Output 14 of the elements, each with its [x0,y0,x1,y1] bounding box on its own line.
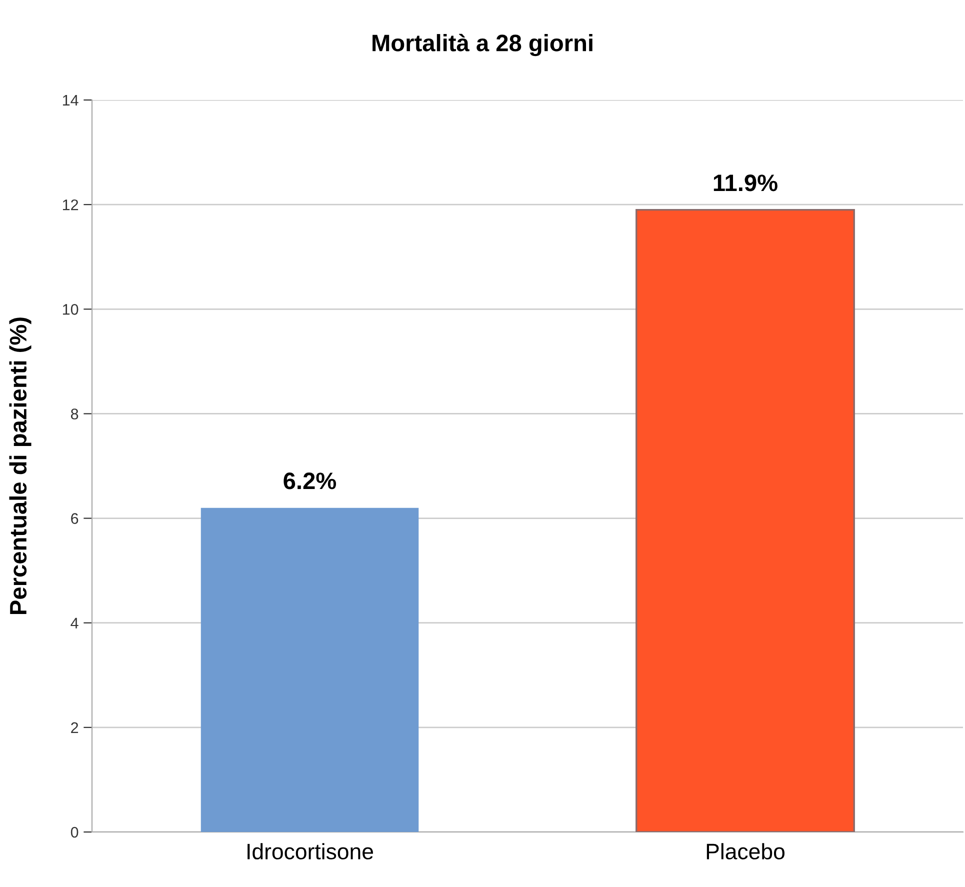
y-tick-label: 4 [70,618,78,628]
data-label: 11.9% [714,174,778,192]
y-axis-title: Percentuale di pazienti (%) [9,318,32,614]
x-tick-label: Placebo [706,843,784,860]
data-label: 6.2% [284,472,336,490]
y-tick-label: 2 [71,722,78,733]
y-tick-label: 6 [71,513,78,524]
y-tick-label: 14 [62,95,78,106]
y-tick-label: 8 [70,408,78,420]
chart-title: Mortalità a 28 giorni [372,34,592,56]
y-tick-label: 12 [62,199,78,210]
x-tick-label: Idrocortisone [248,843,373,860]
y-tick-label: 0 [70,826,78,838]
y-tick-label: 10 [62,304,78,315]
